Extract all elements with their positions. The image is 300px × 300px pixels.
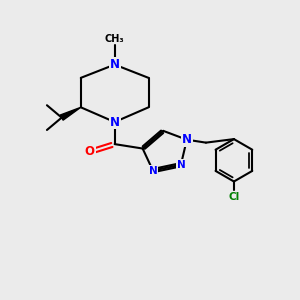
Text: N: N (182, 133, 192, 146)
Text: O: O (85, 145, 94, 158)
Text: N: N (148, 166, 157, 176)
Text: CH₃: CH₃ (105, 34, 124, 44)
Text: N: N (110, 58, 120, 71)
Text: N: N (110, 116, 120, 128)
Text: N: N (176, 160, 185, 170)
Text: Cl: Cl (228, 192, 239, 202)
Polygon shape (60, 107, 81, 120)
